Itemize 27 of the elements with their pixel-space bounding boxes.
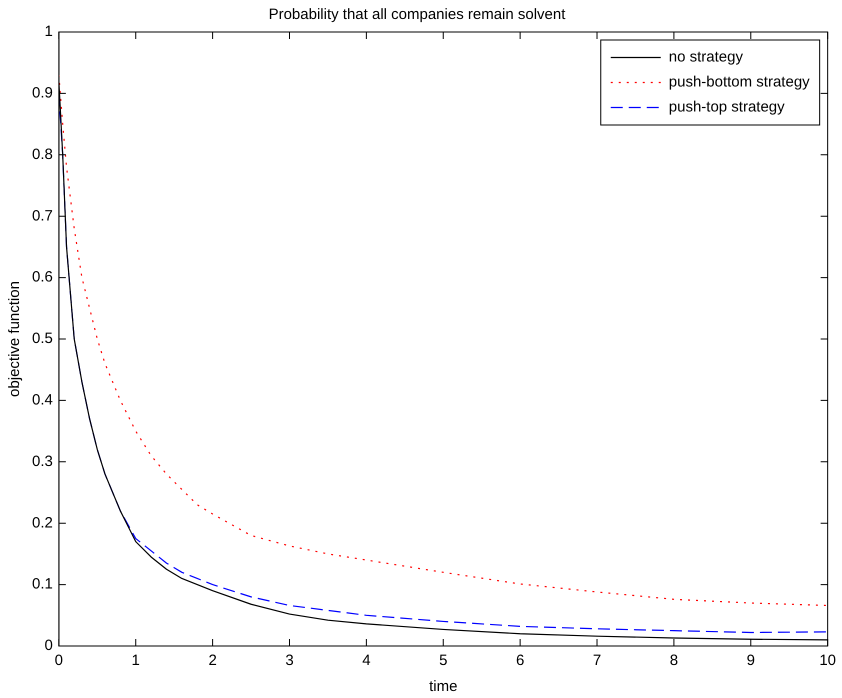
y-tick-label: 0.8 — [32, 146, 53, 163]
x-tick-label: 8 — [670, 652, 678, 670]
y-tick-label: 0.7 — [32, 207, 53, 224]
y-tick-label: 1 — [44, 23, 53, 40]
legend-label: push-top strategy — [668, 98, 786, 116]
x-tick-label: 6 — [516, 652, 524, 670]
y-tick-label: 0.2 — [32, 514, 53, 532]
x-tick-label: 5 — [439, 652, 448, 670]
y-tick-label: 0.1 — [32, 576, 53, 593]
legend-label: no strategy — [668, 48, 744, 66]
x-tick-label: 4 — [362, 652, 371, 670]
y-tick-label: 0.5 — [32, 330, 53, 348]
y-tick-label: 0 — [44, 637, 53, 654]
x-tick-label: 1 — [132, 652, 140, 670]
legend-label: push-bottom strategy — [668, 74, 810, 91]
x-axis-title: time — [429, 678, 458, 696]
y-tick-label: 0.4 — [32, 392, 53, 409]
y-tick-label: 0.6 — [32, 268, 53, 286]
x-tick-label: 7 — [592, 652, 602, 670]
x-tick-label: 2 — [208, 652, 217, 670]
y-axis-title: objective function — [6, 281, 24, 397]
x-tick-label: 9 — [746, 652, 755, 670]
y-tick-label: 0.3 — [32, 452, 53, 470]
x-tick-label: 10 — [819, 652, 836, 670]
x-tick-label: 3 — [285, 652, 294, 670]
chart-title: Probability that all companies remain solvent — [268, 6, 566, 24]
y-tick-label: 0.9 — [32, 84, 53, 102]
